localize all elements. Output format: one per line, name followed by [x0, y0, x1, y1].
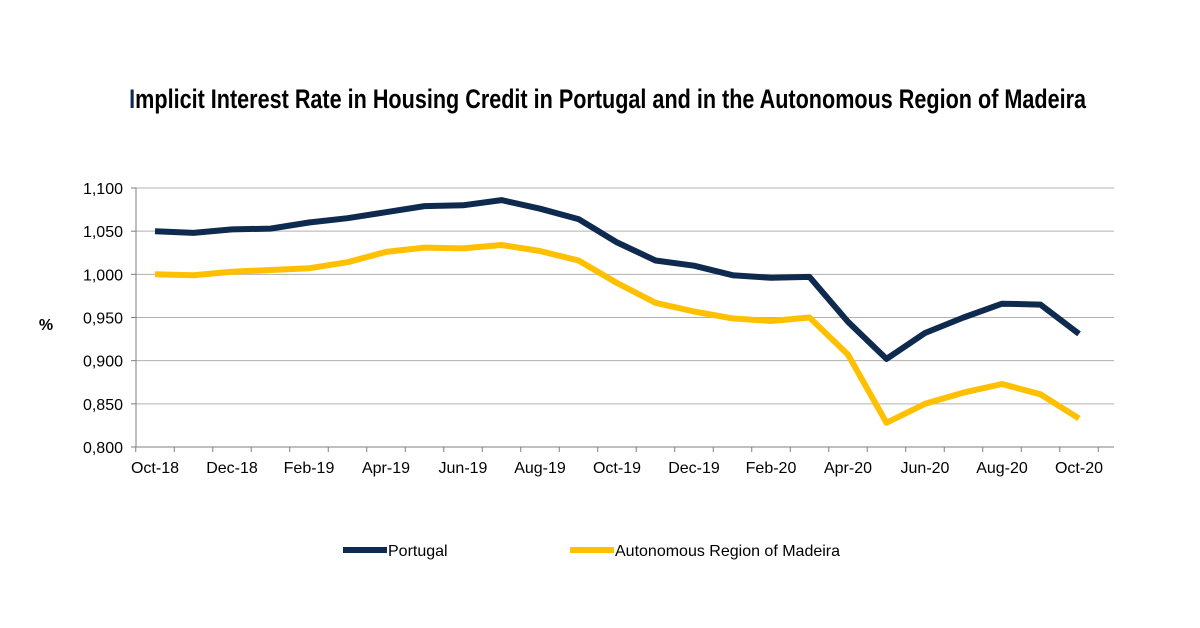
x-tick-label: Dec-19: [668, 460, 720, 477]
x-tick-label: Jun-19: [439, 460, 488, 477]
x-tick-label: Oct-20: [1055, 460, 1103, 477]
y-tick-label: 0,850: [83, 397, 123, 414]
y-tick-label: 1,050: [83, 224, 123, 241]
chart-title-rest: mplicit Interest Rate in Housing Credit …: [135, 84, 1087, 114]
x-tick-label: Dec-18: [206, 460, 258, 477]
x-tick-label: Feb-20: [746, 460, 797, 477]
series-line: [154, 242, 1081, 426]
x-tick-label: Oct-19: [593, 460, 641, 477]
x-tick-label: Oct-18: [131, 460, 179, 477]
x-tick-label: Apr-19: [362, 460, 410, 477]
chart-title: Implicit Interest Rate in Housing Credit…: [122, 84, 1094, 115]
chart-title-first-letter: I: [129, 84, 136, 114]
y-tick-label: 0,800: [83, 440, 123, 457]
series-lines: [154, 197, 1081, 426]
x-tick-label: Aug-20: [976, 460, 1028, 477]
gridlines: [136, 187, 1114, 448]
y-axis-label: %: [39, 317, 53, 334]
x-tick-label: Apr-20: [824, 460, 872, 477]
legend: Portugal Autonomous Region of Madeira: [343, 543, 840, 560]
y-tick-label: 0,950: [83, 311, 123, 328]
x-tick-label: Jun-20: [901, 460, 950, 477]
legend-label: Portugal: [388, 543, 448, 560]
y-tick-label: 1,100: [83, 181, 123, 198]
legend-label: Autonomous Region of Madeira: [615, 543, 840, 560]
axes: 1,100 1,050 1,000 0,950 0,900 0,850 0,800% Oct-…: [39, 181, 1103, 477]
series-line: [154, 197, 1081, 362]
y-tick-label: 1,000: [83, 267, 123, 284]
x-tick-label: Feb-19: [284, 460, 335, 477]
y-tick-label: 0,900: [83, 354, 123, 371]
x-tick-label: Aug-19: [514, 460, 566, 477]
